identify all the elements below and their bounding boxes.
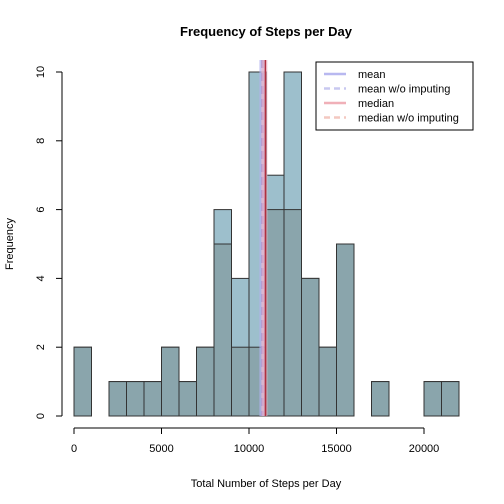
bar-raw-5 <box>161 346 180 417</box>
bar-raw-6 <box>178 381 197 417</box>
x-axis: 0 5000 10000 15000 20000 <box>71 427 440 455</box>
bar-raw-2 <box>108 381 127 417</box>
y-tick-label-4: 4 <box>35 275 47 281</box>
bar-raw-13 <box>301 277 320 417</box>
bar-raw-4 <box>143 381 162 417</box>
x-tick-label-20000: 20000 <box>409 443 440 455</box>
legend-label-1: mean w/o imputing <box>358 84 450 96</box>
bar-raw-14 <box>318 346 337 417</box>
y-tick-label-10: 10 <box>35 66 47 78</box>
x-tick-label-5000: 5000 <box>149 443 173 455</box>
bar-raw-17 <box>371 381 390 417</box>
chart-title: Frequency of Steps per Day <box>180 24 353 39</box>
reference-lines <box>259 60 268 416</box>
x-tick-label-0: 0 <box>71 443 77 455</box>
y-axis: 0 2 4 6 8 10 <box>35 66 63 419</box>
x-tick-label-15000: 15000 <box>321 443 352 455</box>
y-tick-label-2: 2 <box>35 344 47 350</box>
x-axis-label: Total Number of Steps per Day <box>191 478 342 490</box>
legend-label-0: mean <box>358 69 386 81</box>
bar-raw-20 <box>423 381 442 417</box>
y-axis-label: Frequency <box>4 218 16 270</box>
x-tick-label-10000: 10000 <box>234 443 265 455</box>
bar-raw-11 <box>266 209 285 417</box>
bar-raw-7 <box>196 346 215 417</box>
bar-raw-15 <box>336 243 355 417</box>
bar-raw-0 <box>73 346 92 417</box>
legend-label-3: median w/o imputing <box>358 113 459 125</box>
bar-raw-9 <box>231 346 250 417</box>
y-tick-label-8: 8 <box>35 138 47 144</box>
legend-label-2: median <box>358 98 394 110</box>
bar-raw-21 <box>441 381 460 417</box>
legend: mean mean w/o imputing median median w/o im… <box>315 61 474 131</box>
y-tick-label-0: 0 <box>35 413 47 419</box>
bars-without-imputing <box>73 209 460 417</box>
bar-raw-3 <box>126 381 145 417</box>
bar-raw-8 <box>213 243 232 417</box>
bar-raw-12 <box>283 209 302 417</box>
y-tick-label-6: 6 <box>35 207 47 213</box>
